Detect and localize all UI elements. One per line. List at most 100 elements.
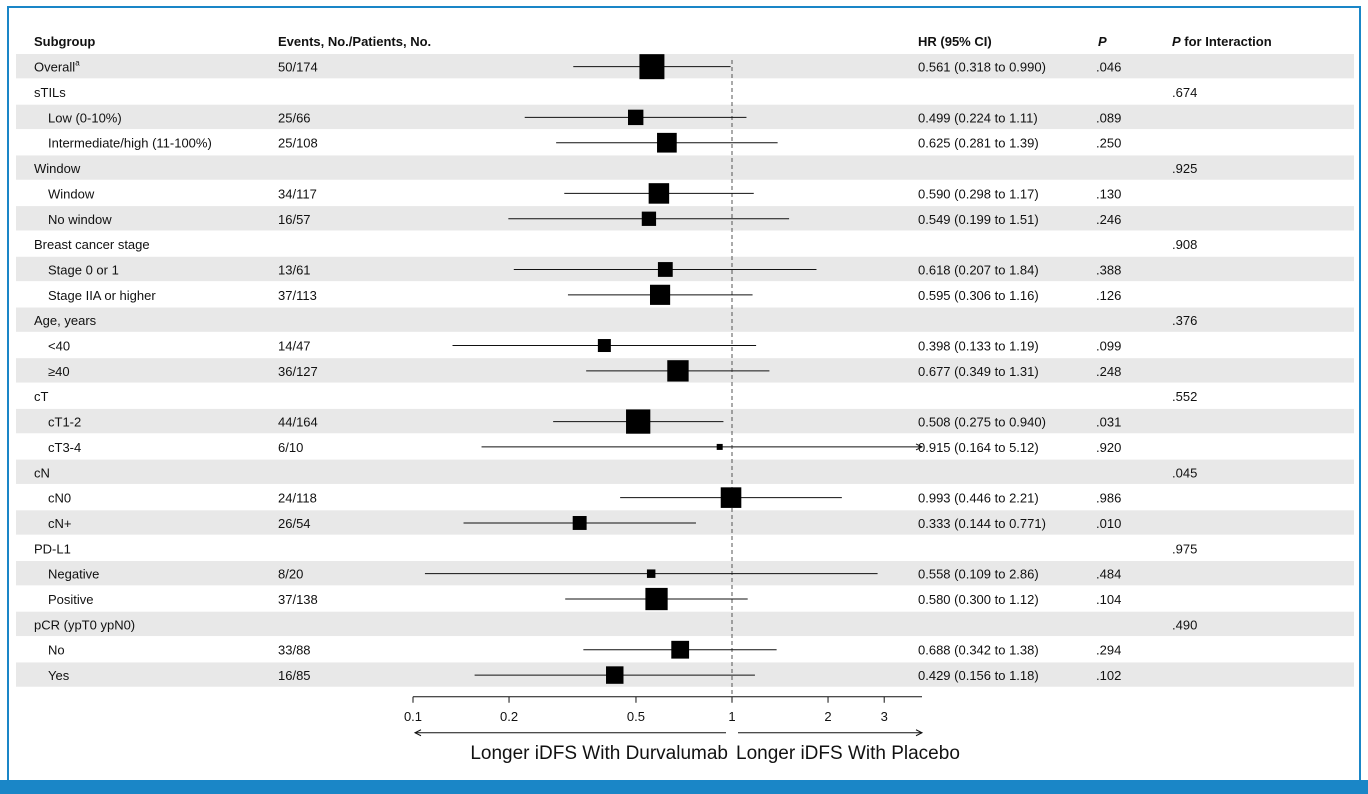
row-p-value: .010: [1096, 516, 1121, 531]
hr-marker: [657, 262, 673, 277]
row-label: No window: [48, 212, 112, 227]
row-label: cT: [34, 389, 49, 404]
row-events: 34/117: [278, 186, 317, 201]
row-events: 25/108: [278, 136, 318, 151]
row-hr-ci: 0.561 (0.318 to 0.990): [918, 60, 1046, 75]
row-p-interaction: .908: [1172, 237, 1197, 252]
hr-marker: [648, 183, 670, 204]
row-hr-ci: 0.915 (0.164 to 5.12): [918, 440, 1039, 455]
header-subgroup: Subgroup: [34, 34, 95, 49]
row-label: Window: [34, 161, 81, 176]
row-events: 8/20: [278, 567, 303, 582]
row-events: 16/85: [278, 668, 311, 683]
row-shade: [16, 307, 1354, 332]
row-hr-ci: 0.677 (0.349 to 1.31): [918, 364, 1039, 379]
header-events: Events, No./Patients, No.: [278, 34, 431, 49]
row-p-value: .294: [1096, 643, 1121, 658]
row-p-interaction: .552: [1172, 389, 1197, 404]
hr-marker: [627, 109, 644, 126]
row-hr-ci: 0.993 (0.446 to 2.21): [918, 491, 1039, 506]
direction-arrowhead-right: [915, 729, 924, 737]
hr-marker: [646, 569, 656, 578]
x-axis-tick-label: 0.2: [500, 709, 518, 724]
row-events: 37/113: [278, 288, 317, 303]
hr-marker: [657, 132, 677, 153]
x-axis-tick-label: 1: [728, 709, 735, 724]
row-label: ≥40: [48, 364, 70, 379]
row-label: cN0: [48, 491, 71, 506]
row-label: Age, years: [34, 313, 97, 328]
row-hr-ci: 0.499 (0.224 to 1.11): [918, 110, 1038, 125]
row-p-value: .089: [1096, 110, 1121, 125]
row-p-value: .986: [1096, 491, 1121, 506]
row-label: Stage IIA or higher: [48, 288, 156, 303]
row-label: Intermediate/high (11-100%): [48, 136, 212, 151]
row-label: cN: [34, 465, 50, 480]
row-p-value: .388: [1096, 262, 1121, 277]
row-p-interaction: .045: [1172, 465, 1197, 480]
row-label: Negative: [48, 567, 99, 582]
row-label: Overalla: [34, 59, 80, 75]
row-p-interaction: .975: [1172, 541, 1197, 556]
row-hr-ci: 0.688 (0.342 to 1.38): [918, 643, 1039, 658]
row-label: PD-L1: [34, 541, 71, 556]
row-hr-ci: 0.618 (0.207 to 1.84): [918, 262, 1039, 277]
row-hr-ci: 0.558 (0.109 to 2.86): [918, 567, 1039, 582]
hr-marker: [641, 211, 657, 226]
row-label: Stage 0 or 1: [48, 262, 119, 277]
row-label: cT1-2: [48, 415, 81, 430]
hr-marker: [597, 339, 611, 353]
hr-marker: [716, 443, 723, 450]
row-p-value: .250: [1096, 136, 1121, 151]
header-hr: HR (95% CI): [918, 34, 992, 49]
row-label: cN+: [48, 516, 71, 531]
direction-label-right: Longer iDFS With Placebo: [736, 743, 960, 764]
row-label: Window: [48, 186, 95, 201]
row-events: 25/66: [278, 110, 311, 125]
row-events: 24/118: [278, 491, 317, 506]
row-p-value: .484: [1096, 567, 1121, 582]
row-events: 33/88: [278, 643, 311, 658]
row-p-value: .099: [1096, 339, 1121, 354]
row-hr-ci: 0.508 (0.275 to 0.940): [918, 415, 1046, 430]
row-shade: [16, 611, 1354, 637]
hr-marker: [645, 587, 668, 611]
row-label: Positive: [48, 592, 94, 607]
row-hr-ci: 0.429 (0.156 to 1.18): [918, 668, 1039, 683]
ci-arrow: [915, 443, 924, 451]
row-hr-ci: 0.580 (0.300 to 1.12): [918, 592, 1039, 607]
hr-marker: [720, 487, 742, 508]
row-hr-ci: 0.625 (0.281 to 1.39): [918, 136, 1039, 151]
row-events: 50/174: [278, 60, 318, 75]
hr-marker: [667, 360, 689, 382]
row-p-value: .104: [1096, 592, 1121, 607]
hr-marker: [649, 284, 671, 305]
x-axis-tick-label: 2: [824, 709, 831, 724]
row-label: pCR (ypT0 ypN0): [34, 617, 135, 632]
row-label: Low (0-10%): [48, 110, 122, 125]
x-axis-tick-label: 0.5: [627, 709, 645, 724]
row-p-interaction: .925: [1172, 161, 1197, 176]
header-p: P: [1098, 34, 1107, 49]
row-p-interaction: .490: [1172, 617, 1197, 632]
hr-marker: [606, 666, 624, 684]
row-label: <40: [48, 339, 70, 354]
bottom-accent-bar: [0, 780, 1368, 794]
row-label: Breast cancer stage: [34, 237, 150, 252]
row-events: 14/47: [278, 339, 311, 354]
row-label: sTILs: [34, 85, 66, 100]
row-p-interaction: .674: [1172, 85, 1197, 100]
row-p-interaction: .376: [1172, 313, 1197, 328]
row-hr-ci: 0.398 (0.133 to 1.19): [918, 339, 1039, 354]
hr-marker: [626, 409, 651, 434]
row-events: 6/10: [278, 440, 303, 455]
row-events: 26/54: [278, 516, 311, 531]
hr-marker: [671, 640, 690, 659]
row-label: No: [48, 643, 65, 658]
row-shade: [16, 155, 1354, 180]
row-hr-ci: 0.549 (0.199 to 1.51): [918, 212, 1039, 227]
row-p-value: .046: [1096, 60, 1121, 75]
row-shade: [16, 256, 1354, 282]
direction-label-left: Longer iDFS With Durvalumab: [470, 743, 728, 764]
